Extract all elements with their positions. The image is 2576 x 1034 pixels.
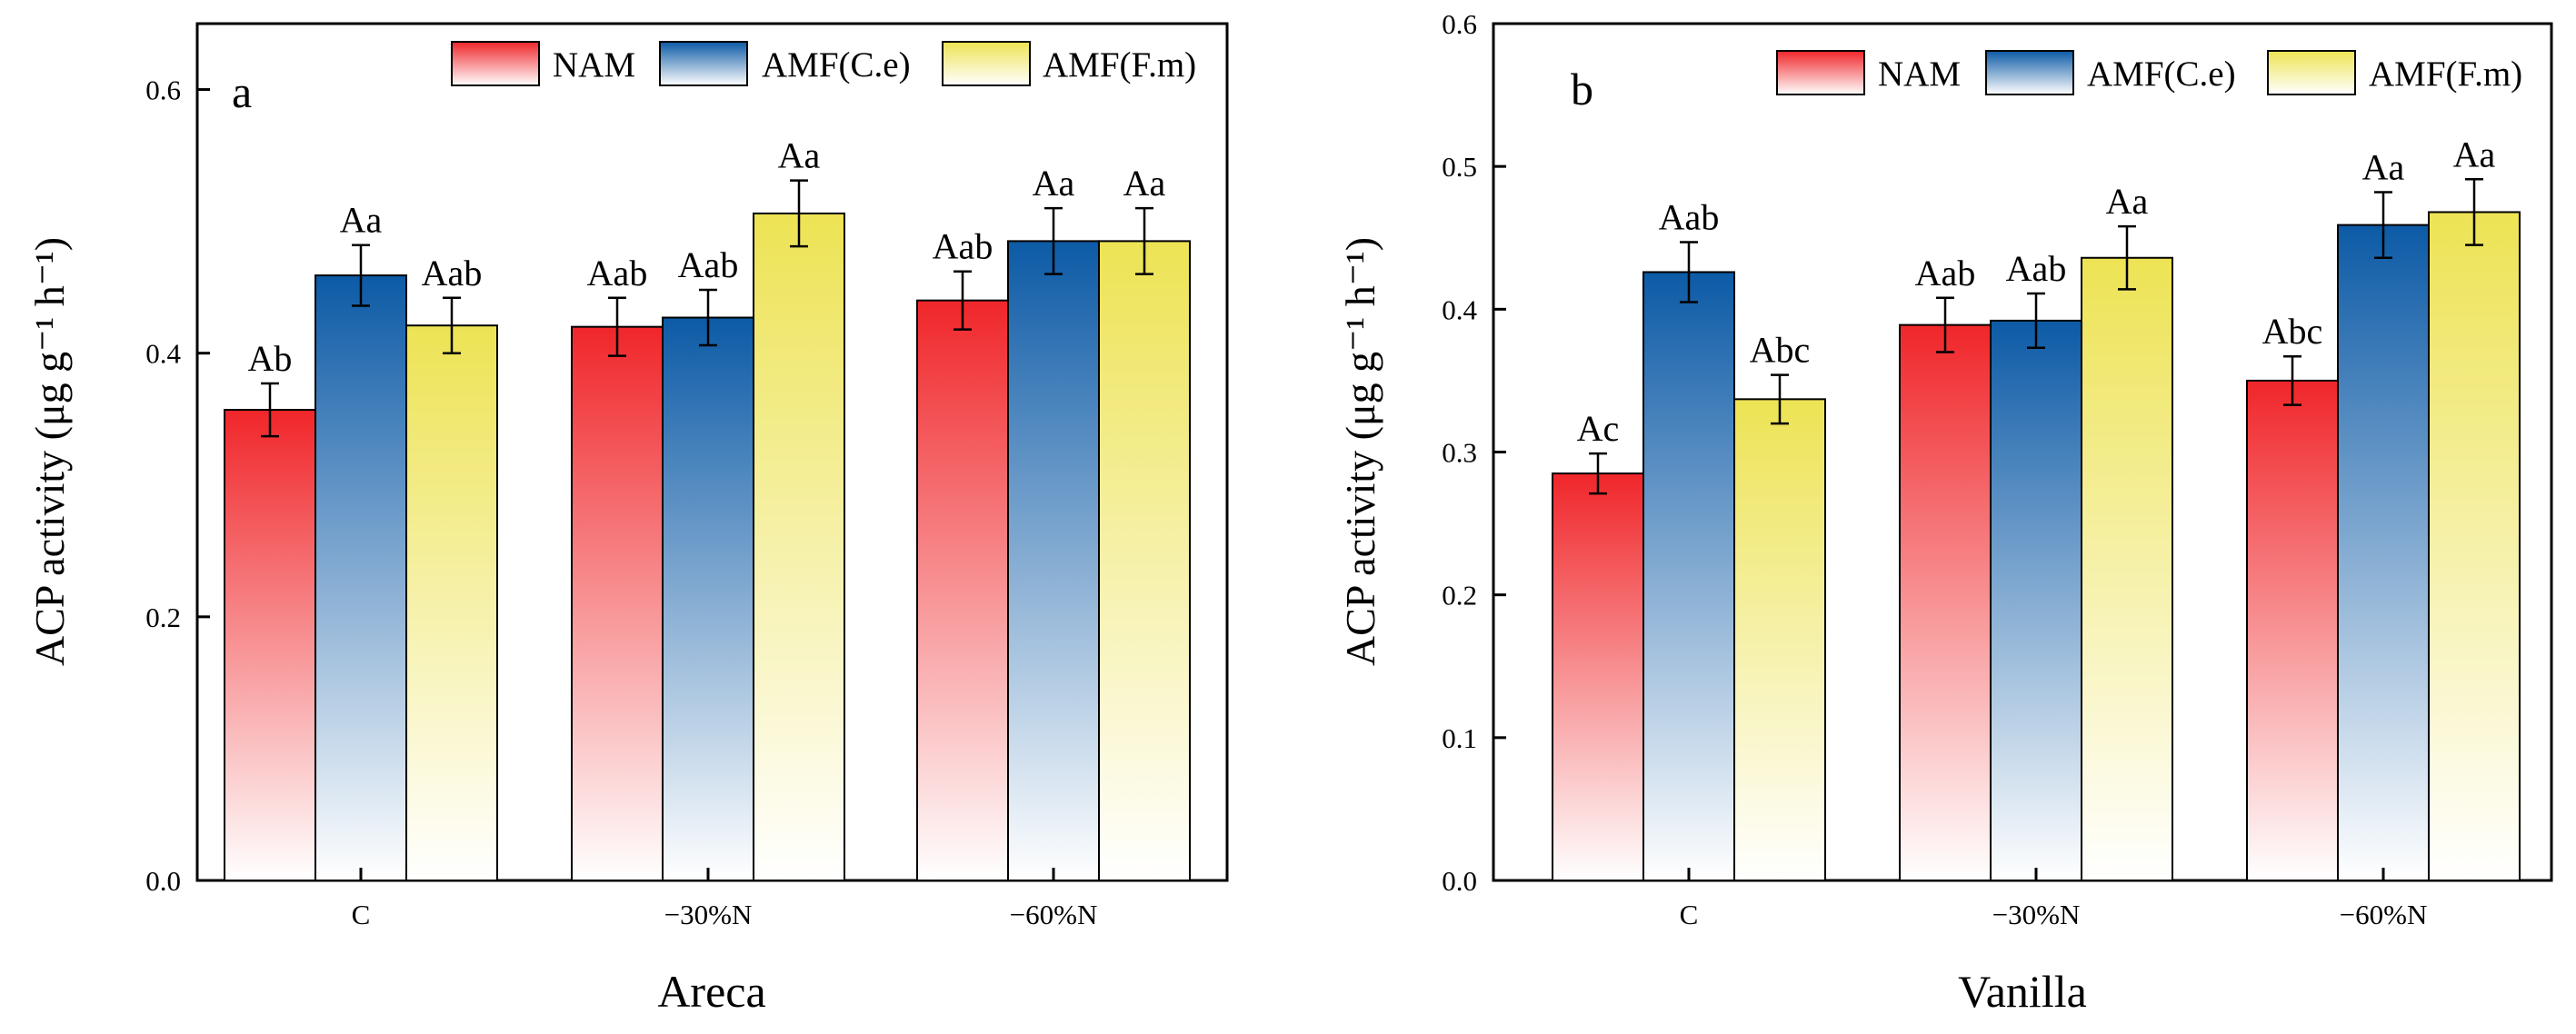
legend-b: NAM AMF(C.e) AMF(F.m) xyxy=(1776,50,2522,95)
y-tick-label: 0.1 xyxy=(1442,722,1477,754)
legend-swatch-amf-fm xyxy=(2267,50,2356,95)
bar-nam-2 xyxy=(1899,323,1992,882)
legend-swatch-amf-ce xyxy=(659,41,748,86)
significance-label: Abc xyxy=(2262,311,2323,352)
x-axis-a: C −30%N −60%N xyxy=(352,868,1098,930)
significance-label: Aa xyxy=(2453,134,2496,174)
bar-amf-ce-3 xyxy=(2337,224,2430,882)
legend-swatch-amf-ce xyxy=(1985,50,2074,95)
significance-label: Aa xyxy=(2106,181,2149,222)
significance-label: Aab xyxy=(2006,248,2067,289)
bar-amf-fm-3 xyxy=(2428,211,2521,881)
x-axis-title-b: Vanilla xyxy=(1958,966,2087,1017)
legend-label-amf-fm: AMF(F.m) xyxy=(1043,45,1196,85)
bar-nam-2 xyxy=(571,325,664,881)
x-tick-label: C xyxy=(1680,899,1699,930)
y-tick-label: 0.0 xyxy=(1442,865,1477,897)
legend-label-nam: NAM xyxy=(553,45,635,85)
legend-a: NAM AMF(C.e) AMF(F.m) xyxy=(451,41,1196,86)
significance-label: Aab xyxy=(933,226,993,267)
bar-amf-fm-1 xyxy=(405,324,498,882)
significance-label: Aab xyxy=(678,244,739,285)
bar-amf-fm-1 xyxy=(1733,398,1826,881)
significance-label: Aab xyxy=(1659,196,1720,237)
y-axis-title-a: ACP activity (μg g⁻¹ h⁻¹) xyxy=(26,237,73,666)
x-tick-label: −60%N xyxy=(1010,899,1098,930)
y-axis-b: 0.0 0.1 0.2 0.3 0.4 0.5 0.6 xyxy=(1442,8,1506,897)
legend-label-amf-ce: AMF(C.e) xyxy=(2087,55,2236,94)
bar-amf-fm-3 xyxy=(1098,240,1191,881)
bar-amf-ce-2 xyxy=(1990,319,2082,881)
bar-amf-ce-1 xyxy=(1642,271,1735,882)
legend-label-amf-fm: AMF(F.m) xyxy=(2369,55,2522,94)
significance-label: Aa xyxy=(778,135,821,176)
y-tick-label: 0.3 xyxy=(1442,437,1477,469)
legend-label-nam: NAM xyxy=(1878,55,1961,94)
bar-nam-3 xyxy=(916,299,1009,881)
bar-amf-fm-2 xyxy=(2081,256,2173,881)
x-axis-b: C −30%N −60%N xyxy=(1680,868,2428,930)
significance-label: Aa xyxy=(2362,146,2405,187)
bar-amf-ce-3 xyxy=(1007,240,1100,881)
x-axis-title-a: Areca xyxy=(657,966,765,1017)
bar-nam-1 xyxy=(224,409,316,881)
chart-panel-a: Ab Aab Aab Aa Aab Aa Aab Aa Aa 0.0 0.2 0.4 0.6 C −30… xyxy=(26,22,1229,1017)
y-tick-label: 0.6 xyxy=(145,75,181,106)
panel-label-a: a xyxy=(232,66,252,117)
y-tick-label: 0.6 xyxy=(1442,8,1477,40)
x-tick-label: −30%N xyxy=(664,899,753,930)
significance-label: Aa xyxy=(1123,163,1166,204)
significance-label: Aa xyxy=(340,200,383,241)
bar-amf-ce-2 xyxy=(662,316,754,881)
panel-label-b: b xyxy=(1571,64,1593,114)
y-tick-label: 0.2 xyxy=(1442,580,1477,611)
x-tick-label: C xyxy=(352,899,371,930)
legend-swatch-amf-fm xyxy=(942,41,1031,86)
bars-a: Ab Aab Aab Aa Aab Aa Aab Aa Aa xyxy=(224,135,1191,882)
significance-label: Aab xyxy=(422,253,483,293)
y-tick-label: 0.5 xyxy=(1442,151,1477,183)
y-tick-label: 0.4 xyxy=(1442,293,1477,325)
significance-label: Aab xyxy=(587,253,648,293)
legend-label-amf-ce: AMF(C.e) xyxy=(762,45,911,85)
bars-b: Ac Aab Abc Aab Aab Aa Abc Aa Aa xyxy=(1552,134,2521,882)
significance-label: Ac xyxy=(1577,408,1620,449)
y-tick-label: 0.4 xyxy=(145,338,181,370)
x-tick-label: −30%N xyxy=(1992,899,2081,930)
significance-label: Aa xyxy=(1033,163,1075,204)
y-axis-title-b: ACP activity (μg g⁻¹ h⁻¹) xyxy=(1337,237,1383,666)
significance-label: Aab xyxy=(1915,253,1976,293)
x-tick-label: −60%N xyxy=(2340,899,2428,930)
significance-label: Ab xyxy=(248,338,293,379)
bar-nam-3 xyxy=(2246,379,2339,881)
bar-amf-ce-1 xyxy=(315,274,407,881)
y-axis-a: 0.0 0.2 0.4 0.6 xyxy=(145,75,210,897)
legend-swatch-nam xyxy=(1776,50,1865,95)
bar-amf-fm-2 xyxy=(753,212,845,881)
y-tick-label: 0.2 xyxy=(145,602,181,633)
bar-nam-1 xyxy=(1552,472,1644,881)
y-tick-label: 0.0 xyxy=(145,865,181,897)
legend-swatch-nam xyxy=(451,41,540,86)
significance-label: Abc xyxy=(1750,330,1811,371)
